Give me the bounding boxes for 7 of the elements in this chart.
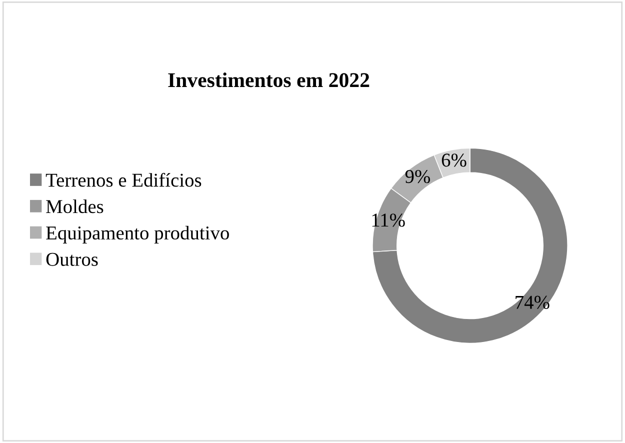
legend-label: Equipamento produtivo [46, 226, 229, 244]
data-label: 6% [442, 154, 466, 167]
legend-label: Moldes [46, 199, 104, 214]
legend-label: Outros [46, 252, 98, 266]
legend-label: Terrenos e Edifícios [46, 172, 202, 187]
data-label: 9% [405, 170, 430, 184]
chart-title: Investimentos em 2022 [168, 72, 370, 88]
